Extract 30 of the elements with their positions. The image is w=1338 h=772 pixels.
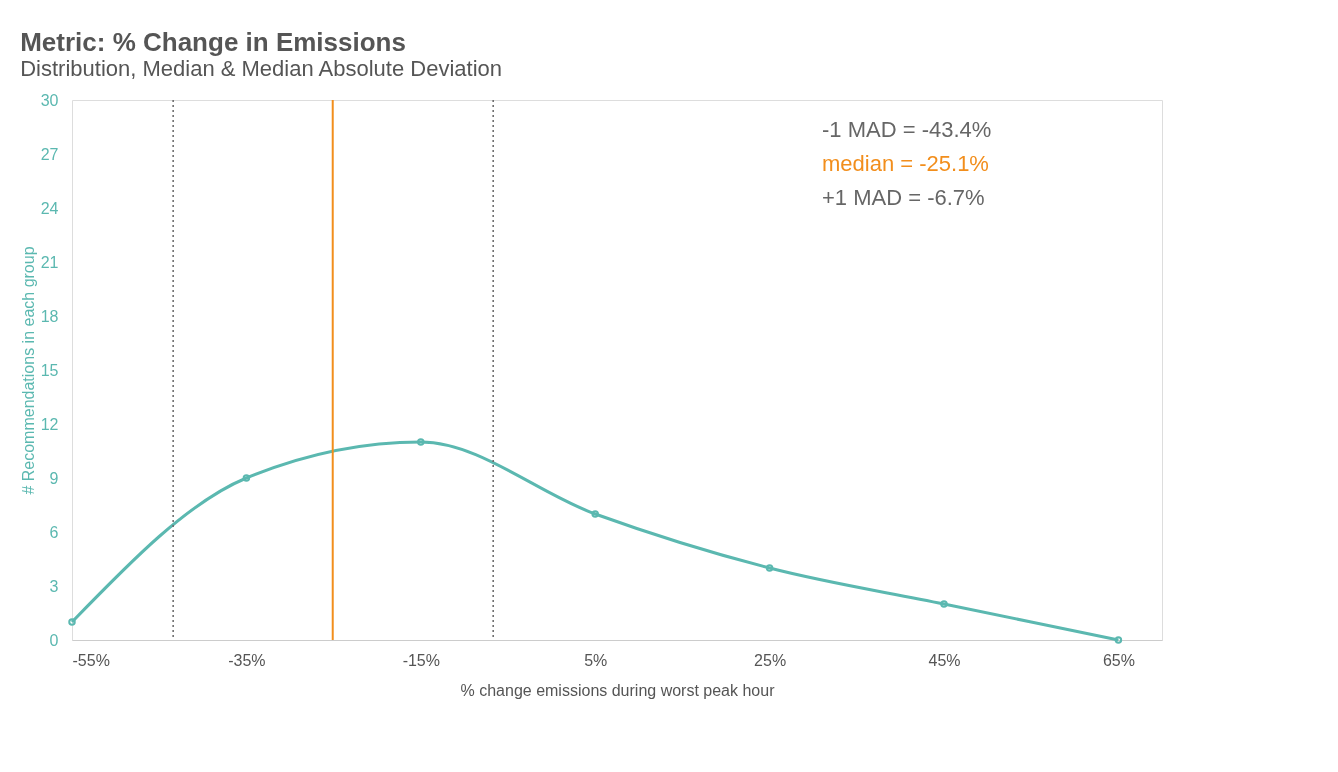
chart-title: Metric: % Change in Emissions <box>20 27 406 57</box>
y-tick-label: 24 <box>40 199 59 217</box>
x-tick-label: -15% <box>402 651 440 669</box>
x-tick-label: -55% <box>72 651 110 669</box>
y-tick-label: 15 <box>40 361 59 379</box>
y-tick-label: 9 <box>49 469 59 487</box>
point <box>417 438 425 446</box>
y-tick-label: 0 <box>49 631 59 649</box>
annotation: -1 MAD = -43.4% <box>822 117 992 142</box>
y-tick-label: 27 <box>40 145 59 163</box>
y-axis-title: # Recommendations in each group <box>19 246 37 495</box>
x-axis-title: % change emissions during worst peak hour <box>460 681 776 699</box>
y-tick-label: 3 <box>49 577 59 595</box>
y-tick-label: 12 <box>40 415 59 433</box>
x-tick-label: 45% <box>928 651 961 669</box>
annotation: +1 MAD = -6.7% <box>822 185 985 210</box>
point <box>591 510 599 518</box>
y-tick-label: 6 <box>49 523 59 541</box>
x-tick-label: 25% <box>754 651 787 669</box>
x-tick-label: 5% <box>584 651 608 669</box>
y-tick-label: 18 <box>40 307 59 325</box>
y-tick-label: 30 <box>40 91 59 109</box>
x-tick-label: -35% <box>228 651 266 669</box>
point <box>765 564 774 572</box>
x-tick-label: 65% <box>1102 651 1135 669</box>
annotation: median = -25.1% <box>822 151 989 176</box>
y-tick-label: 21 <box>40 253 59 271</box>
point <box>242 474 251 482</box>
chart-subtitle: Distribution, Median & Median Absolute Deviation <box>20 56 503 81</box>
point <box>940 600 948 608</box>
